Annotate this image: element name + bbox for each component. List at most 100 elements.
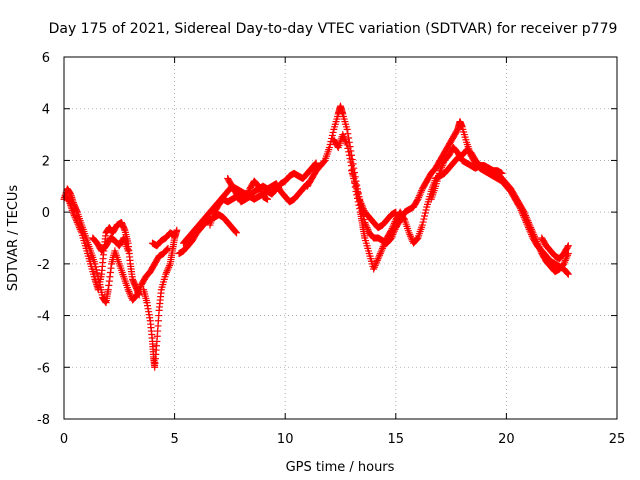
data-point — [417, 188, 425, 196]
data-point — [69, 208, 77, 216]
data-point — [438, 163, 446, 171]
data-point — [390, 221, 398, 229]
data-point — [527, 224, 535, 232]
data-point — [264, 195, 272, 203]
data-point — [531, 234, 539, 242]
data-point — [312, 159, 320, 167]
data-point — [77, 227, 85, 235]
data-point — [563, 268, 571, 276]
data-point — [126, 289, 134, 297]
chart-title: Day 175 of 2021, Sidereal Day-to-day VTE… — [49, 21, 618, 37]
data-point — [357, 200, 365, 208]
data-point — [232, 228, 240, 236]
data-point — [325, 144, 333, 151]
data-point — [370, 265, 378, 273]
data-point — [519, 207, 527, 215]
data-point — [378, 246, 386, 254]
data-point — [162, 270, 170, 278]
data-point — [415, 192, 423, 200]
data-point — [522, 212, 530, 220]
data-point — [533, 239, 541, 247]
data-point — [371, 262, 379, 270]
data-point — [241, 195, 249, 203]
data-point — [311, 160, 319, 168]
data-point — [389, 223, 397, 231]
data-point — [71, 213, 79, 221]
data-point — [498, 169, 506, 177]
data-point — [416, 190, 424, 198]
data-point — [388, 225, 396, 233]
data-point — [387, 228, 395, 236]
data-point — [74, 220, 82, 228]
data-point — [165, 262, 173, 270]
data-point — [72, 215, 80, 223]
data-point — [328, 131, 336, 139]
y-tick-label: 6 — [42, 51, 50, 66]
data-point — [326, 140, 334, 148]
y-tick-label: -6 — [37, 361, 50, 376]
data-point — [346, 155, 354, 163]
data-point — [419, 218, 427, 226]
data-point — [344, 144, 352, 152]
x-tick-label: 20 — [498, 432, 515, 447]
data-point — [171, 231, 179, 239]
data-point — [421, 209, 429, 217]
data-point — [414, 195, 422, 203]
data-point — [436, 167, 444, 175]
data-point — [343, 141, 351, 149]
data-point — [524, 217, 532, 225]
y-tick-label: -4 — [37, 310, 50, 325]
data-point — [376, 250, 384, 258]
data-point — [345, 148, 353, 156]
data-point — [537, 248, 545, 256]
data-point — [347, 158, 355, 166]
data-point — [529, 229, 537, 237]
data-point — [75, 224, 83, 232]
data-point — [561, 258, 569, 266]
data-point — [535, 243, 543, 251]
data-point — [257, 187, 265, 195]
tick-marks — [63, 56, 618, 420]
data-point — [412, 236, 420, 244]
x-tick-label: 0 — [60, 432, 68, 447]
data-point — [356, 198, 364, 206]
data-point — [255, 184, 263, 192]
x-tick-labels: 0 5 10 15 20 25 — [60, 432, 625, 447]
data-point — [342, 139, 350, 147]
data-point — [382, 236, 390, 244]
data-point — [536, 244, 544, 252]
data-point — [73, 218, 81, 226]
data-point — [418, 187, 426, 195]
data-point — [391, 218, 399, 226]
data-points — [60, 102, 572, 371]
data-point — [244, 188, 252, 196]
data-point — [374, 255, 382, 263]
data-point — [93, 269, 101, 277]
x-tick-label: 5 — [170, 432, 178, 447]
data-point — [527, 225, 535, 233]
data-point — [561, 256, 569, 264]
data-point — [439, 160, 447, 168]
data-point — [311, 161, 319, 169]
y-tick-label: 2 — [42, 154, 50, 169]
data-point — [525, 218, 533, 226]
data-point — [564, 270, 572, 278]
data-point — [522, 213, 530, 221]
data-point — [373, 258, 381, 266]
data-point — [413, 235, 421, 243]
data-point — [406, 231, 414, 239]
y-tick-label: 4 — [42, 103, 50, 118]
data-point — [163, 267, 171, 275]
data-point — [563, 253, 571, 261]
data-point — [320, 157, 328, 165]
data-point — [255, 182, 263, 190]
data-point — [415, 193, 423, 201]
data-point — [400, 215, 408, 223]
data-point — [243, 192, 251, 200]
data-point — [421, 212, 429, 220]
data-point — [392, 208, 400, 216]
y-tick-label: 0 — [42, 206, 50, 221]
data-point — [562, 255, 570, 263]
data-point — [370, 263, 378, 271]
